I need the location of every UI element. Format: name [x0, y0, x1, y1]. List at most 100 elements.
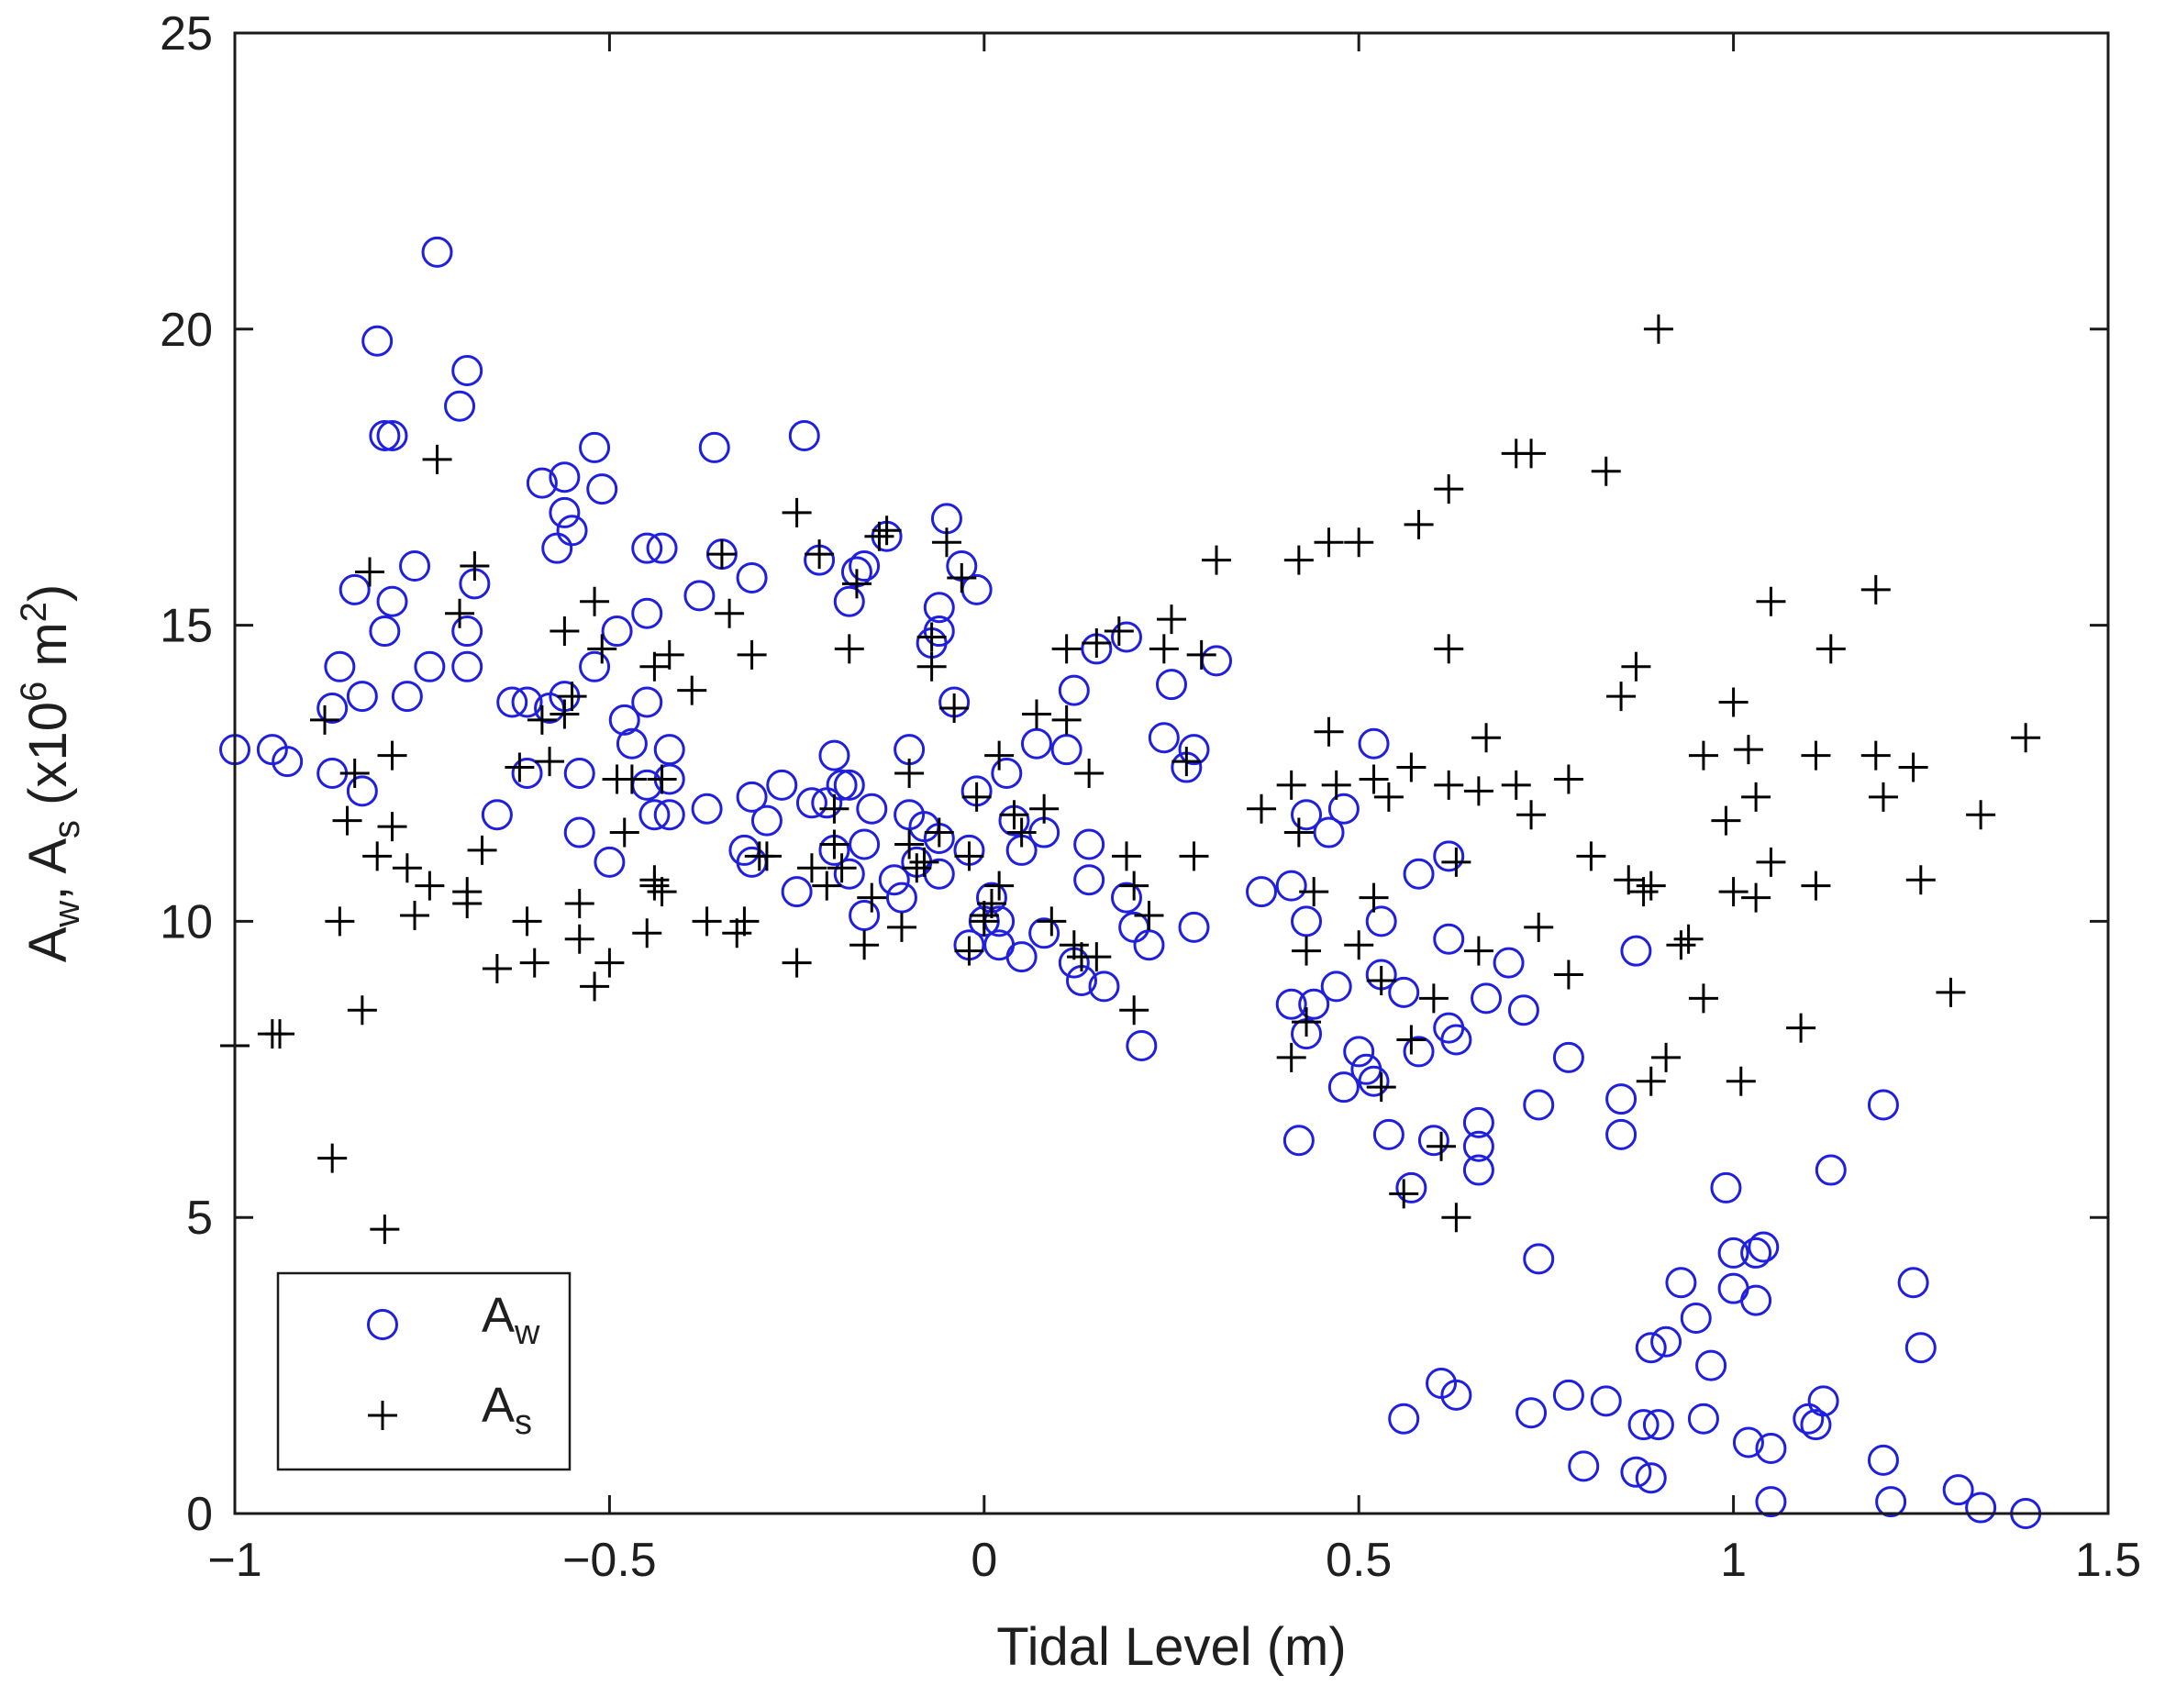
as-point-139 [1434, 770, 1464, 800]
as-point-46 [647, 764, 677, 794]
as-point-165 [1688, 740, 1718, 771]
as-point-148 [1516, 800, 1547, 830]
aw-point-166 [1523, 1243, 1555, 1275]
aw-point-142 [1358, 727, 1390, 760]
aw-point-172 [1605, 1118, 1638, 1150]
aw-point-45 [631, 597, 663, 629]
aw-point-148 [1395, 1171, 1427, 1203]
aw-point-181 [1680, 1302, 1712, 1334]
aw-point-171 [1605, 1083, 1638, 1115]
as-point-59 [796, 853, 827, 883]
as-point-40 [616, 764, 647, 794]
aw-point-119 [1126, 1029, 1158, 1061]
as-point-72 [894, 759, 925, 788]
aw-point-51 [653, 799, 685, 831]
as-point-89 [984, 740, 1015, 771]
aw-point-76 [856, 793, 888, 825]
aw-point-2 [272, 746, 304, 778]
as-point-110 [1179, 841, 1209, 871]
as-point-117 [1283, 817, 1314, 848]
aw-point-24 [496, 686, 528, 718]
as-point-154 [1606, 682, 1637, 712]
as-point-78 [924, 817, 954, 848]
aw-point-132 [1291, 905, 1323, 937]
as-point-171 [1741, 882, 1771, 913]
as-point-138 [1434, 634, 1464, 664]
as-point-145 [1501, 770, 1531, 800]
as-point-185 [1966, 800, 1996, 830]
aw-point-136 [1320, 970, 1352, 1003]
aw-point-109 [1058, 674, 1090, 706]
legend: Aw As [276, 1271, 572, 1471]
as-point-65 [834, 634, 864, 664]
aw-point-151 [1417, 1125, 1449, 1157]
as-point-166 [1711, 805, 1741, 836]
as-point-15 [400, 900, 430, 930]
as-point-174 [1756, 847, 1786, 877]
y-tick-label-1: 5 [186, 1192, 213, 1245]
aw-point-30 [549, 461, 581, 494]
legend-aw-marker [367, 1309, 398, 1340]
y-axis-label-sub-s: s [47, 820, 87, 838]
legend-box [276, 1271, 572, 1471]
as-point-102 [1104, 616, 1134, 647]
as-point-181 [1868, 782, 1898, 812]
aw-point-35 [563, 816, 595, 848]
as-point-100 [1082, 627, 1112, 658]
aw-point-145 [1372, 1118, 1404, 1150]
as-point-63 [819, 829, 849, 860]
as-point-137 [1434, 474, 1464, 505]
as-point-152 [1576, 841, 1606, 871]
as-point-34 [580, 586, 610, 616]
as-point-27 [527, 704, 557, 735]
as-point-170 [1733, 735, 1763, 765]
as-point-71 [886, 912, 916, 942]
aw-point-155 [1433, 840, 1465, 872]
legend-aw-sub: w [514, 1314, 540, 1352]
aw-point-26 [511, 758, 543, 789]
as-point-131 [1389, 1179, 1419, 1209]
aw-point-167 [1552, 1041, 1584, 1073]
aw-point-72 [833, 585, 865, 617]
as-point-6 [332, 805, 362, 836]
aw-point-62 [781, 876, 813, 908]
as-point-119 [1292, 1007, 1322, 1037]
as-point-42 [639, 651, 670, 682]
as-point-86 [969, 900, 999, 930]
as-point-124 [1344, 930, 1374, 960]
as-point-20 [452, 877, 483, 907]
aw-point-179 [1650, 1325, 1682, 1358]
aw-point-14 [399, 550, 431, 582]
aw-point-63 [788, 420, 820, 452]
as-point-25 [512, 906, 542, 937]
as-point-16 [415, 871, 445, 901]
x-tick-label-2: 0 [971, 1534, 997, 1587]
aw-point-202 [1942, 1474, 1974, 1506]
aw-point-44 [646, 532, 678, 564]
as-point-95 [1051, 704, 1082, 735]
y-axis-label-sup-6: 6 [14, 682, 54, 702]
as-point-134 [1404, 509, 1434, 539]
aw-point-23 [481, 799, 513, 831]
aw-point-7 [346, 681, 378, 713]
as-point-60 [805, 539, 835, 570]
aw-point-25 [511, 686, 543, 718]
as-point-93 [1029, 793, 1060, 824]
aw-point-5 [324, 650, 356, 682]
as-point-74 [902, 853, 932, 883]
as-point-113 [1247, 793, 1277, 824]
as-point-58 [782, 497, 812, 527]
aw-point-191 [1755, 1432, 1787, 1464]
as-point-141 [1441, 1203, 1471, 1233]
as-point-135 [1418, 983, 1449, 1014]
aw-point-143 [1365, 905, 1397, 937]
as-point-106 [1134, 900, 1164, 930]
plot-area-frame [233, 31, 2110, 1515]
legend-as-main: A [482, 1378, 515, 1433]
aw-point-174 [1620, 1456, 1652, 1488]
as-point-45 [647, 877, 677, 907]
aw-point-131 [1291, 799, 1323, 831]
aw-point-146 [1388, 976, 1420, 1008]
as-point-155 [1614, 865, 1644, 895]
as-point-105 [1119, 995, 1149, 1026]
